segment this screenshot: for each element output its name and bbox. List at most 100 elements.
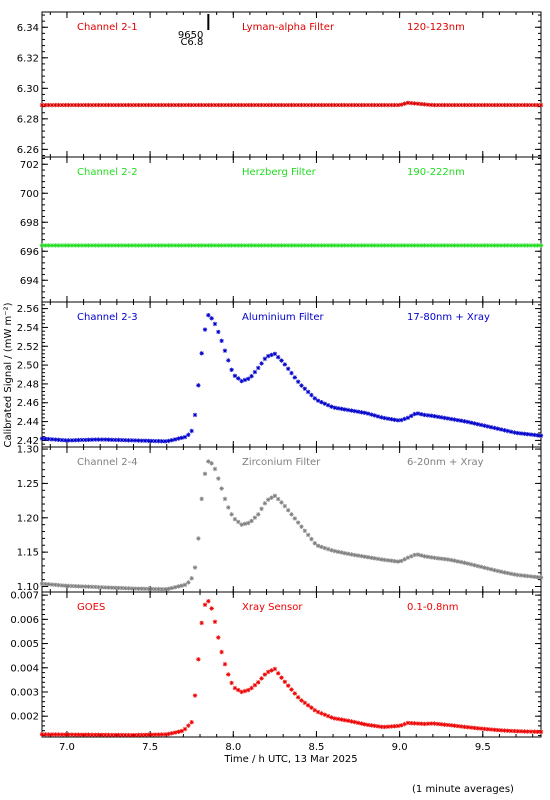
data-point xyxy=(209,316,214,321)
data-point xyxy=(186,432,191,437)
data-point xyxy=(389,558,394,563)
data-point xyxy=(495,102,500,108)
data-point xyxy=(455,102,461,108)
data-point xyxy=(372,723,377,729)
data-point xyxy=(166,731,171,737)
panel-frame xyxy=(41,156,542,303)
data-point xyxy=(73,437,78,443)
data-point xyxy=(196,657,201,662)
data-point xyxy=(39,102,45,108)
y-tick-label: 0.006 xyxy=(10,615,39,626)
data-point xyxy=(309,243,314,248)
data-point xyxy=(106,732,111,738)
data-point xyxy=(99,102,105,108)
data-point xyxy=(53,582,58,588)
data-point xyxy=(372,556,377,561)
data-point xyxy=(129,102,135,108)
data-point xyxy=(96,102,101,108)
data-point xyxy=(445,102,451,108)
data-point xyxy=(43,436,48,441)
data-point xyxy=(83,243,88,248)
data-point xyxy=(189,720,194,725)
data-point xyxy=(402,557,407,562)
data-point xyxy=(468,725,474,730)
data-point xyxy=(93,243,98,248)
data-point xyxy=(229,243,234,248)
data-point xyxy=(229,102,234,108)
data-point xyxy=(246,687,251,693)
data-point xyxy=(528,574,534,579)
data-point xyxy=(252,682,258,688)
data-point xyxy=(515,572,520,578)
data-point xyxy=(99,437,105,442)
data-point xyxy=(349,719,354,724)
data-point xyxy=(485,424,490,429)
data-point xyxy=(319,544,324,550)
data-point xyxy=(538,729,544,735)
data-point xyxy=(192,565,198,570)
data-point xyxy=(525,573,530,579)
data-point xyxy=(149,102,154,108)
data-point xyxy=(369,723,374,728)
data-point xyxy=(259,506,264,512)
data-point xyxy=(435,243,441,248)
data-point xyxy=(49,732,55,737)
y-tick-label: 2.54 xyxy=(17,323,39,334)
data-point xyxy=(465,243,471,248)
data-point xyxy=(169,585,174,591)
y-tick-label: 702 xyxy=(20,160,39,171)
data-point xyxy=(528,729,534,734)
data-point xyxy=(239,243,244,248)
data-point xyxy=(46,436,51,442)
data-point xyxy=(179,583,184,588)
data-point xyxy=(106,437,111,442)
data-point xyxy=(452,243,457,248)
data-point xyxy=(352,719,357,725)
data-point xyxy=(435,414,441,419)
data-point xyxy=(269,495,274,500)
data-point xyxy=(379,243,384,248)
data-point xyxy=(498,427,504,432)
data-point xyxy=(132,732,138,738)
data-point xyxy=(415,411,421,416)
data-point xyxy=(285,366,291,371)
data-point xyxy=(49,582,55,587)
data-point xyxy=(152,586,158,592)
data-point xyxy=(332,102,337,108)
data-point xyxy=(439,243,444,248)
filter-label: Herzberg Filter xyxy=(242,167,317,178)
data-point xyxy=(515,430,520,436)
band-label: 0.1-0.8nm xyxy=(407,602,459,613)
data-point xyxy=(395,243,401,248)
footnote: (1 minute averages) xyxy=(412,784,514,795)
data-point xyxy=(63,732,68,737)
data-point xyxy=(142,438,148,443)
data-point xyxy=(209,243,214,248)
data-point xyxy=(329,102,334,108)
data-point xyxy=(512,102,517,108)
band-label: 120-123nm xyxy=(407,22,465,33)
data-point xyxy=(86,584,91,589)
data-point xyxy=(392,558,397,564)
data-point xyxy=(89,584,95,590)
data-point xyxy=(385,558,391,563)
data-point xyxy=(73,102,78,108)
data-point xyxy=(538,243,544,248)
x-tick-label: 8.5 xyxy=(308,742,324,753)
data-point xyxy=(538,433,544,438)
data-point xyxy=(468,102,474,108)
data-point xyxy=(429,555,434,560)
data-point xyxy=(262,672,268,677)
data-point xyxy=(39,732,45,737)
data-point xyxy=(262,356,268,362)
data-point xyxy=(116,102,121,108)
data-point xyxy=(59,102,65,108)
data-point xyxy=(96,584,101,590)
data-point xyxy=(395,559,401,564)
data-point xyxy=(342,717,347,723)
data-point xyxy=(236,519,241,525)
data-point xyxy=(126,586,131,591)
data-point xyxy=(226,102,231,108)
data-point xyxy=(395,418,401,423)
data-point xyxy=(109,102,115,108)
